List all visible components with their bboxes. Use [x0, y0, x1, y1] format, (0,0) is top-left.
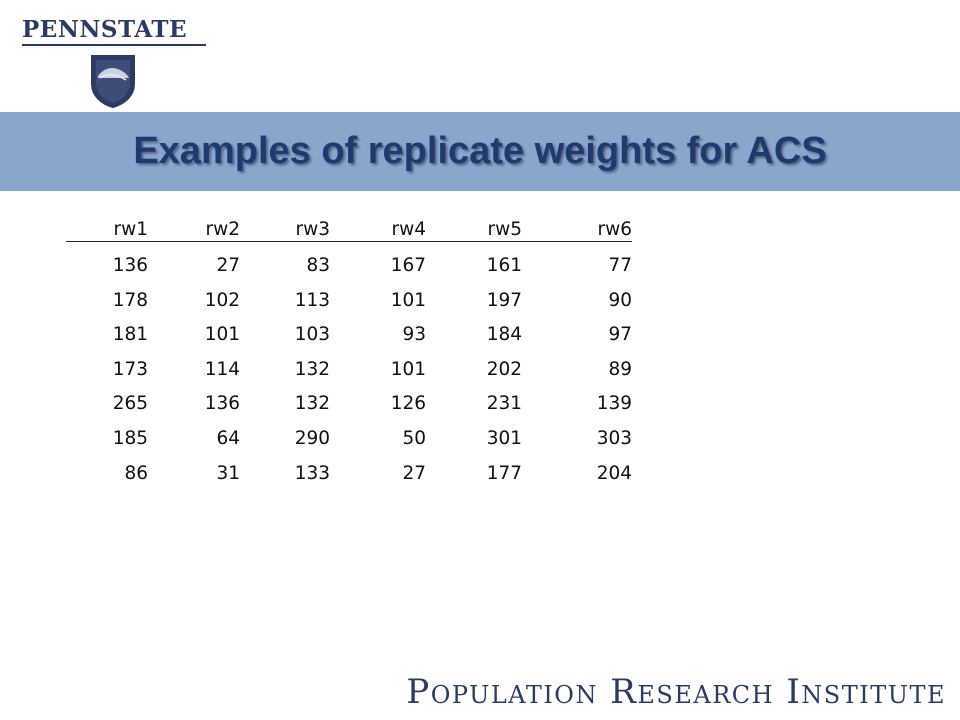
table-row: 265 136 132 126 231 139: [66, 387, 632, 422]
table-cell: 89: [608, 358, 632, 380]
table-cell: 290: [294, 427, 330, 449]
table-cell: 185: [112, 427, 148, 449]
table-cell: 303: [596, 427, 632, 449]
table-cell: 136: [112, 255, 148, 276]
table-cell: 31: [216, 462, 240, 484]
table-cell: 178: [112, 289, 148, 311]
table-row: 181 101 103 93 184 97: [66, 318, 632, 353]
table-cell: 132: [294, 393, 330, 415]
table-cell: 265: [112, 393, 148, 415]
table-cell: 139: [596, 393, 632, 415]
table-cell: 204: [596, 462, 632, 484]
pennstate-wordmark: PENNSTATE: [22, 16, 188, 43]
table-cell: 177: [486, 462, 522, 484]
table-cell: 101: [390, 289, 426, 311]
table-cell: 301: [486, 427, 522, 449]
table-cell: 101: [390, 358, 426, 380]
table-cell: 64: [216, 427, 240, 449]
table-cell: 136: [204, 393, 240, 415]
table-cell: 126: [390, 393, 426, 415]
column-header: rw6: [597, 219, 632, 240]
table-cell: 97: [608, 324, 632, 346]
table-cell: 101: [204, 324, 240, 346]
slide-title: Examples of replicate weights for ACS: [133, 130, 827, 172]
table-cell: 161: [486, 255, 522, 276]
table-row: 136 27 83 167 161 77: [66, 249, 632, 284]
table-cell: 50: [402, 427, 426, 449]
table-cell: 113: [294, 289, 330, 311]
logo-rule: [22, 44, 206, 46]
column-header: rw4: [391, 219, 426, 240]
table-cell: 90: [608, 289, 632, 311]
table-cell: 173: [112, 358, 148, 380]
table-cell: 27: [402, 462, 426, 484]
table-cell: 202: [486, 358, 522, 380]
column-header: rw2: [205, 219, 240, 240]
table-cell: 181: [112, 324, 148, 346]
table-body: 136 27 83 167 161 77 178 102 113 101 197…: [66, 249, 632, 491]
table-cell: 93: [402, 324, 426, 346]
table-cell: 83: [306, 255, 330, 276]
table-row: 178 102 113 101 197 90: [66, 284, 632, 319]
table-row: 185 64 290 50 301 303: [66, 422, 632, 457]
table-row: 86 31 133 27 177 204: [66, 457, 632, 492]
pennstate-logo: PENNSTATE: [22, 16, 208, 108]
institute-footer: Population Research Institute: [406, 672, 946, 712]
title-band: [0, 112, 960, 191]
nittany-lion-shield-icon: [91, 55, 135, 108]
table-cell: 77: [608, 255, 632, 276]
table-row: 173 114 132 101 202 89: [66, 353, 632, 388]
table-cell: 167: [390, 255, 426, 276]
table-cell: 86: [124, 462, 148, 484]
table-cell: 197: [486, 289, 522, 311]
header-underline: [66, 241, 632, 242]
table-cell: 114: [204, 358, 240, 380]
table-cell: 133: [294, 462, 330, 484]
table-cell: 27: [216, 255, 240, 276]
column-header: rw1: [113, 219, 148, 240]
table-cell: 184: [486, 324, 522, 346]
table-cell: 231: [486, 393, 522, 415]
replicate-weights-table: rw1 rw2 rw3 rw4 rw5 rw6 136 27 83 167 16…: [66, 214, 632, 484]
table-cell: 103: [294, 324, 330, 346]
table-header-row: rw1 rw2 rw3 rw4 rw5 rw6: [66, 214, 632, 241]
column-header: rw5: [487, 219, 522, 240]
table-cell: 132: [294, 358, 330, 380]
table-cell: 102: [204, 289, 240, 311]
column-header: rw3: [295, 219, 330, 240]
